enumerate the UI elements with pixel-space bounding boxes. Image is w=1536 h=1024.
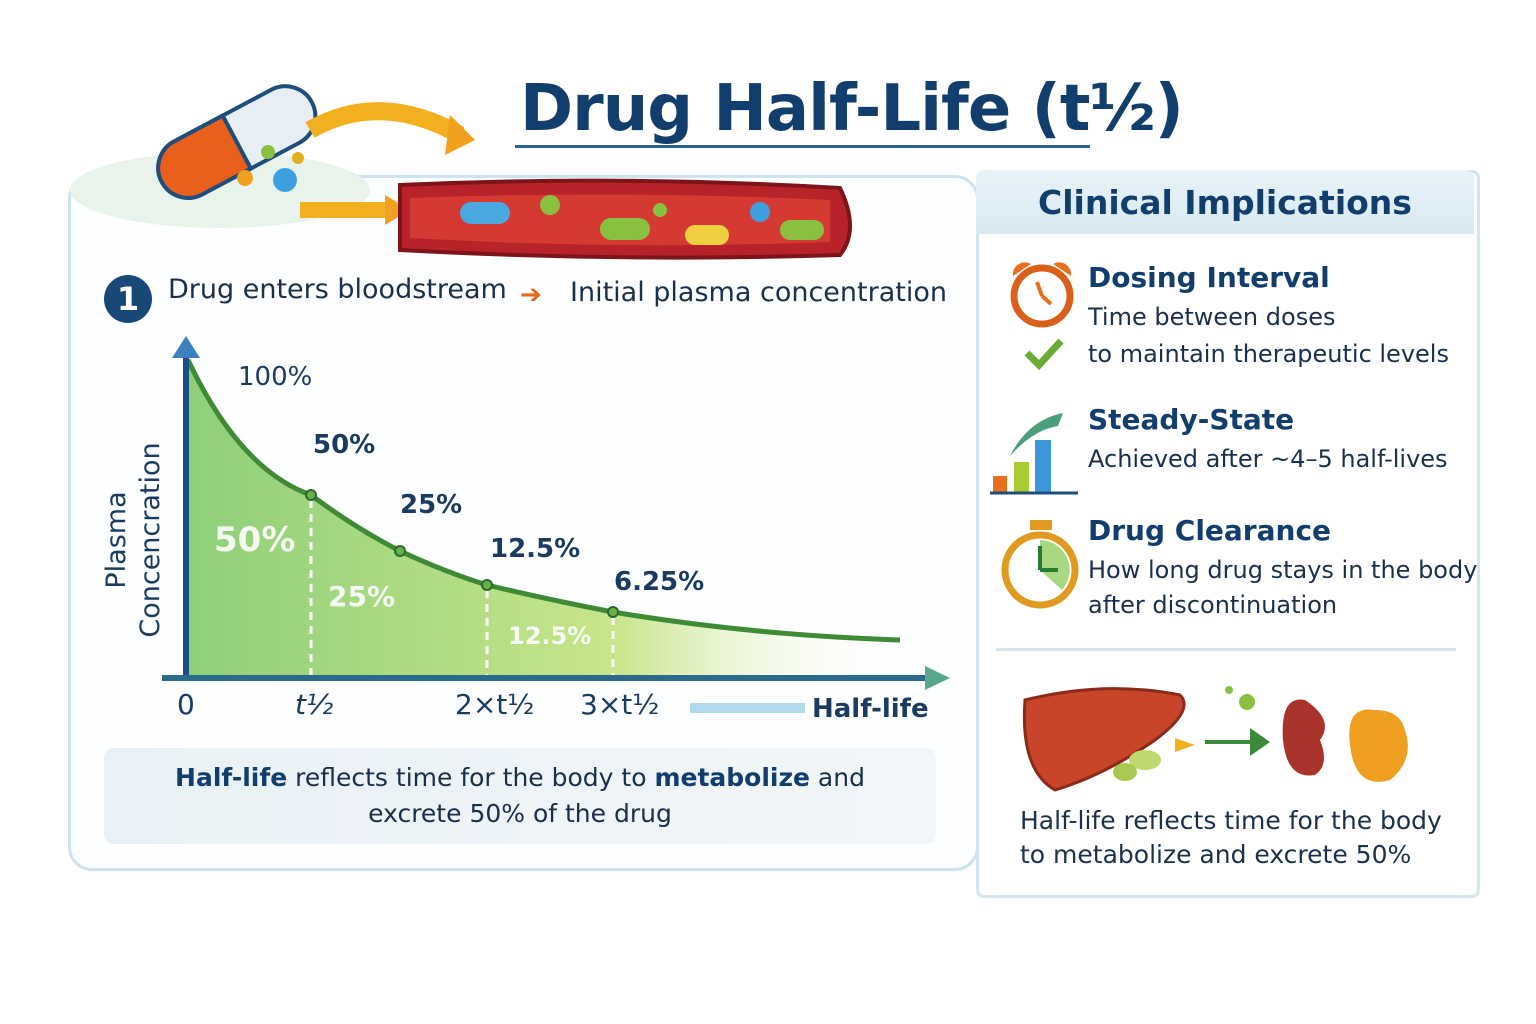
item-title: Dosing Interval: [1088, 261, 1330, 294]
x-axis-arrow-icon: [925, 666, 950, 690]
data-point: [394, 545, 406, 557]
x-axis-label: Half-life: [812, 694, 929, 724]
liver-icon: [1022, 687, 1186, 792]
data-point: [607, 606, 619, 618]
checkmark-icon: [1024, 338, 1064, 370]
half-life-bar: [690, 703, 805, 713]
region-label: 50%: [214, 520, 296, 560]
clinical-heading: Clinical Implications: [976, 170, 1474, 234]
summary-line1: Half-life reflects time for the body to …: [104, 760, 936, 796]
decay-chart: [162, 336, 950, 713]
footer-text: Half-life reflects time for the body: [1020, 806, 1442, 835]
point-label: 50%: [313, 430, 376, 460]
step-result: Initial plasma concentration: [570, 277, 947, 308]
item-text: Achieved after ~4–5 half-lives: [1088, 445, 1448, 473]
y-axis-arrow-icon: [172, 336, 200, 358]
y-axis-label-line1: Plasma: [101, 491, 132, 589]
y-axis-label: Plasma Concencration: [100, 440, 168, 640]
pill-bloodstream-illustration: [70, 84, 852, 260]
step-number-badge: 1: [104, 275, 152, 323]
item-title: Drug Clearance: [1088, 514, 1332, 547]
footer-text: to metabolize and excrete 50%: [1020, 840, 1412, 869]
item-text: to maintain therapeutic levels: [1088, 340, 1449, 368]
x-tick: 3×t½: [580, 688, 660, 721]
item-title: Steady-State: [1088, 403, 1295, 436]
x-tick: t½: [295, 688, 334, 721]
summary-line2: excrete 50% of the drug: [368, 799, 672, 828]
bar-chart-icon: [990, 413, 1078, 495]
summary-box: Half-life reflects time for the body to …: [104, 748, 936, 844]
alarm-clock-icon: [1010, 262, 1074, 370]
liver-kidney-illustration: [1022, 686, 1408, 792]
kidney-icon: [1349, 709, 1408, 782]
stopwatch-icon: [1001, 520, 1079, 609]
capsule-icon: [156, 84, 318, 200]
arrow-icon: [1205, 728, 1270, 756]
dissolution-plate: [70, 152, 370, 228]
decay-curve: [185, 358, 901, 643]
point-label: 100%: [238, 362, 313, 392]
item-text: after discontinuation: [1088, 591, 1338, 619]
point-label: 25%: [400, 490, 463, 520]
step-text: Drug enters bloodstream: [168, 274, 507, 305]
data-point: [305, 489, 317, 501]
region-label: 12.5%: [508, 622, 592, 650]
item-text: How long drug stays in the body: [1088, 556, 1478, 584]
item-text: Time between doses: [1088, 303, 1336, 331]
divider: [996, 648, 1456, 651]
point-label: 12.5%: [490, 534, 581, 564]
summary-bold: metabolize: [654, 763, 810, 792]
title-underline: [515, 145, 1090, 148]
point-label: 6.25%: [614, 567, 705, 597]
particle-icon: [273, 168, 297, 192]
data-point: [481, 579, 493, 591]
kidney-icon: [1282, 699, 1325, 776]
y-axis-label-line2: Concencration: [135, 442, 166, 638]
region-label: 25%: [328, 580, 396, 613]
arrow-right-icon: ➔: [520, 280, 542, 310]
summary-bold: Half-life: [175, 763, 288, 792]
area-fill: [188, 360, 900, 676]
summary-text: and: [809, 763, 865, 792]
x-tick: 2×t½: [455, 688, 535, 721]
page-title: Drug Half-Life (t½): [520, 72, 1184, 146]
arrow-icon: [305, 102, 465, 143]
x-tick: 0: [177, 688, 195, 721]
summary-text: reflects time for the body to: [287, 763, 655, 792]
